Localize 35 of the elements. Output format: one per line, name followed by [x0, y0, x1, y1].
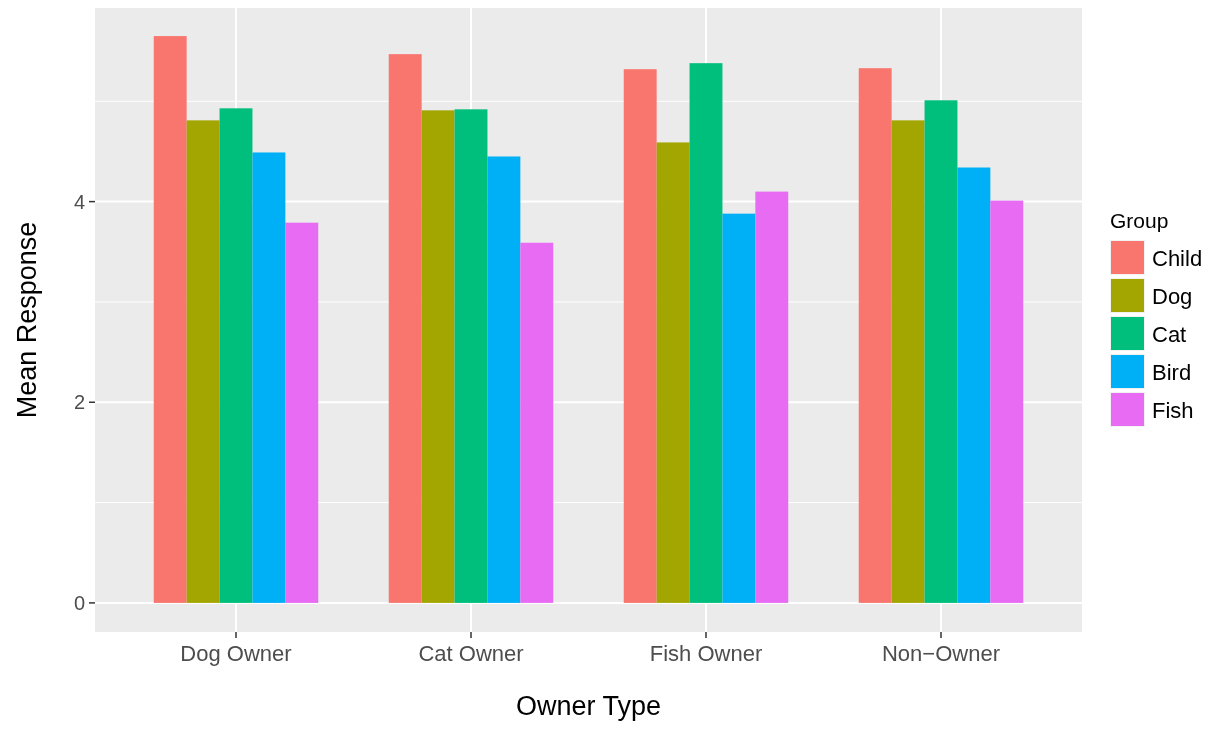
- bar: [656, 142, 690, 603]
- legend-label: Fish: [1152, 397, 1194, 423]
- bar: [153, 36, 187, 603]
- x-tick-label: Fish Owner: [649, 641, 763, 666]
- bar: [454, 109, 488, 603]
- bar: [520, 242, 554, 603]
- x-tick-label: Dog Owner: [180, 641, 292, 666]
- bar: [990, 200, 1024, 603]
- bar: [219, 108, 253, 603]
- legend-label: Cat: [1152, 321, 1187, 347]
- bar: [924, 100, 958, 603]
- bar: [388, 54, 422, 603]
- bar: [252, 152, 286, 603]
- y-axis-title: Mean Response: [12, 221, 42, 419]
- y-tick-label: 2: [73, 391, 85, 414]
- bar: [623, 69, 657, 603]
- legend-label: Dog: [1152, 283, 1193, 309]
- legend-label: Bird: [1152, 359, 1192, 385]
- bar: [891, 120, 925, 603]
- bar: [421, 110, 455, 603]
- legend-title: Group: [1110, 209, 1169, 232]
- bar: [689, 63, 723, 603]
- x-tick-label: Cat Owner: [418, 641, 524, 666]
- bar: [285, 222, 319, 603]
- y-tick-label: 4: [73, 190, 85, 213]
- y-tick-label: 0: [73, 591, 85, 614]
- bar: [957, 167, 991, 603]
- x-tick-label: Non−Owner: [881, 641, 1001, 666]
- bar: [858, 68, 892, 603]
- bar: [755, 191, 789, 603]
- x-axis-title: Owner Type: [515, 691, 662, 721]
- legend-label: Child: [1152, 245, 1203, 271]
- bar: [487, 156, 521, 603]
- bar: [722, 213, 756, 603]
- bar: [186, 120, 220, 603]
